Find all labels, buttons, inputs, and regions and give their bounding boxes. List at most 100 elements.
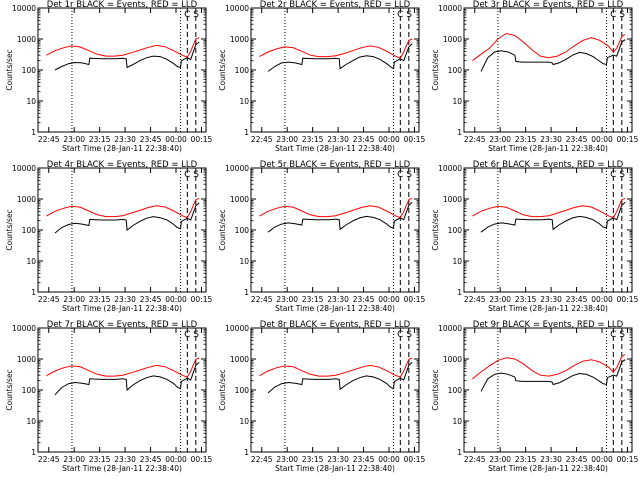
y-tick-label: 10000 — [438, 324, 462, 333]
panel-det-6: Det 6r BLACK = Events, RED = LLD 1 10 100 10… — [431, 160, 638, 313]
panel-title: Det 2r BLACK = Events, RED = LLD — [260, 0, 411, 10]
lld-series-line — [472, 32, 626, 62]
corner-marks: C S — [184, 170, 199, 180]
x-tick-label: 00:00 — [591, 135, 613, 144]
y-tick-label: 10 — [26, 97, 36, 106]
y-axis-label: Counts/sec — [5, 209, 14, 250]
x-axis-label: Start Time (28-Jan-11 22:38:40) — [275, 144, 395, 153]
x-tick-label: 23:30 — [114, 295, 136, 304]
panel-title: Det 6r BLACK = Events, RED = LLD — [473, 160, 624, 170]
y-axis-label: Counts/sec — [218, 209, 227, 250]
x-tick-label: 00:00 — [591, 455, 613, 464]
x-tick-label: 22:45 — [251, 295, 273, 304]
y-tick-label: 10 — [239, 417, 249, 426]
y-tick-label: 10000 — [12, 164, 36, 173]
lld-series-line — [472, 354, 626, 380]
y-tick-label: 1000 — [17, 195, 36, 204]
y-axis-label: Counts/sec — [5, 369, 14, 410]
panel-title: Det 1r BLACK = Events, RED = LLD — [47, 0, 198, 10]
y-tick-label: 100 — [448, 386, 463, 395]
x-axis-label: Start Time (28-Jan-11 22:38:40) — [488, 144, 608, 153]
x-tick-label: 23:45 — [566, 295, 588, 304]
x-tick-label: 23:45 — [353, 455, 375, 464]
x-tick-label: 23:15 — [89, 135, 111, 144]
y-tick-label: 100 — [22, 226, 37, 235]
x-tick-label: 00:00 — [378, 295, 400, 304]
lld-series-line — [259, 38, 413, 59]
x-tick-label: 22:45 — [464, 455, 486, 464]
y-tick-label: 10 — [452, 257, 462, 266]
events-series-line — [54, 202, 200, 234]
x-tick-label: 22:45 — [251, 135, 273, 144]
x-tick-label: 00:00 — [378, 135, 400, 144]
x-tick-label: 23:15 — [302, 295, 324, 304]
corner-marks: C S — [610, 10, 625, 20]
x-tick-label: 00:15 — [404, 295, 426, 304]
panel-title: Det 3r BLACK = Events, RED = LLD — [473, 0, 624, 10]
x-tick-label: 23:30 — [114, 135, 136, 144]
y-tick-label: 10000 — [12, 324, 36, 333]
x-tick-label: 23:45 — [353, 295, 375, 304]
x-tick-label: 23:00 — [63, 295, 85, 304]
events-series-line — [480, 359, 626, 392]
y-tick-label: 1 — [31, 288, 36, 297]
y-tick-label: 100 — [22, 386, 37, 395]
x-tick-label: 23:15 — [89, 295, 111, 304]
y-axis-label: Counts/sec — [431, 369, 440, 410]
y-tick-label: 10 — [239, 97, 249, 106]
x-tick-label: 00:00 — [378, 455, 400, 464]
x-tick-label: 00:15 — [404, 135, 426, 144]
corner-marks: C S — [184, 10, 199, 20]
x-tick-label: 22:45 — [464, 295, 486, 304]
y-tick-label: 100 — [448, 226, 463, 235]
lld-series-line — [46, 197, 200, 219]
y-tick-label: 1 — [457, 288, 462, 297]
events-series-line — [480, 201, 626, 233]
events-series-line — [480, 39, 626, 72]
y-tick-label: 1 — [31, 128, 36, 137]
y-tick-label: 1000 — [443, 355, 462, 364]
y-tick-label: 1000 — [230, 355, 249, 364]
x-tick-label: 23:15 — [89, 455, 111, 464]
y-tick-label: 100 — [235, 226, 250, 235]
y-tick-label: 10000 — [225, 324, 249, 333]
panel-title: Det 5r BLACK = Events, RED = LLD — [260, 160, 411, 170]
x-tick-label: 23:30 — [327, 455, 349, 464]
x-tick-label: 23:30 — [540, 455, 562, 464]
x-tick-label: 23:00 — [63, 455, 85, 464]
y-tick-label: 100 — [448, 66, 463, 75]
y-tick-label: 10000 — [438, 4, 462, 13]
corner-marks: C S — [610, 170, 625, 180]
panel-title: Det 8r BLACK = Events, RED = LLD — [260, 320, 411, 330]
panel-det-8: Det 8r BLACK = Events, RED = LLD 1 10 100 10… — [218, 320, 425, 473]
lld-series-line — [46, 357, 200, 378]
panel-det-2: Det 2r BLACK = Events, RED = LLD 1 10 100 10… — [218, 0, 425, 153]
y-tick-label: 100 — [235, 66, 250, 75]
y-tick-label: 1000 — [17, 35, 36, 44]
lld-series-line — [259, 197, 413, 219]
y-tick-label: 1 — [457, 128, 462, 137]
x-tick-label: 23:45 — [140, 455, 162, 464]
y-axis-label: Counts/sec — [431, 209, 440, 250]
x-axis-label: Start Time (28-Jan-11 22:38:40) — [62, 144, 182, 153]
y-tick-label: 1000 — [17, 355, 36, 364]
x-tick-label: 23:00 — [276, 455, 298, 464]
panel-det-7: Det 7r BLACK = Events, RED = LLD 1 10 100 10… — [5, 320, 212, 473]
x-tick-label: 23:15 — [515, 135, 537, 144]
y-tick-label: 10 — [452, 417, 462, 426]
x-tick-label: 00:00 — [165, 455, 187, 464]
corner-marks: C S — [610, 330, 625, 340]
y-tick-label: 10 — [26, 417, 36, 426]
x-tick-label: 00:15 — [191, 295, 213, 304]
x-tick-label: 23:45 — [566, 135, 588, 144]
y-tick-label: 10000 — [438, 164, 462, 173]
x-tick-label: 00:00 — [165, 135, 187, 144]
x-tick-label: 23:15 — [302, 135, 324, 144]
y-axis-label: Counts/sec — [218, 49, 227, 90]
x-tick-label: 23:00 — [276, 135, 298, 144]
y-tick-label: 10000 — [225, 4, 249, 13]
x-tick-label: 23:45 — [140, 135, 162, 144]
panel-det-9: Det 9r BLACK = Events, RED = LLD 1 10 100 10… — [431, 320, 638, 473]
x-tick-label: 23:00 — [489, 135, 511, 144]
